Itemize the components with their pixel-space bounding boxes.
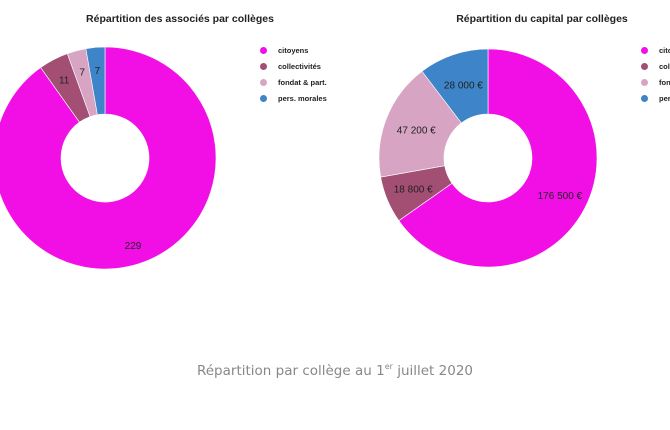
figure-caption: Répartition par collège au 1er juillet 2… xyxy=(0,362,670,379)
donut-slice-citoyens xyxy=(0,46,217,270)
legend-label-morales: pers. morales xyxy=(659,93,670,103)
legend-label-fondat: fondat & part. xyxy=(659,77,670,87)
legend-label-fondat: fondat & part. xyxy=(278,77,327,87)
legend-item-morales: pers. morales xyxy=(260,90,327,106)
data-label-morales: 7 xyxy=(95,66,101,77)
data-label-collectivites: 18 800 € xyxy=(394,185,433,196)
legend-swatch-morales xyxy=(641,94,648,102)
data-label-citoyens: 229 xyxy=(125,241,142,252)
legend-label-morales: pers. morales xyxy=(278,93,327,103)
legend-label-collectivites: collectivités xyxy=(278,61,321,71)
donut-slice-fondat xyxy=(378,70,462,178)
legend-swatch-morales xyxy=(260,94,267,102)
caption-text: Répartition par collège au 1 xyxy=(196,363,385,379)
legend-item-fondat: fondat & part. xyxy=(260,74,327,90)
data-label-morales: 28 000 € xyxy=(444,81,483,92)
legend-label-collectivites: collectivités xyxy=(659,61,670,71)
chart-title-capital: Répartition du capital par collèges xyxy=(456,13,628,25)
chart-title-associes: Répartition des associés par collèges xyxy=(86,13,274,25)
data-label-citoyens: 176 500 € xyxy=(538,191,583,202)
legend-item-collectivites: collectivités xyxy=(641,58,670,74)
legend-associes: citoyens collectivités fondat & part. pe… xyxy=(260,42,327,106)
legend-item-collectivites: collectivités xyxy=(260,58,327,74)
donut-slice-citoyens xyxy=(398,48,598,268)
legend-swatch-citoyens xyxy=(641,46,648,54)
legend-label-citoyens: citoyens xyxy=(659,45,670,55)
data-label-fondat: 47 200 € xyxy=(397,125,436,136)
donut-slice-morales xyxy=(421,48,489,124)
legend-swatch-collectivites xyxy=(260,62,267,70)
caption-date: juillet 2020 xyxy=(392,363,474,379)
legend-item-citoyens: citoyens xyxy=(260,42,327,58)
donut-slice-morales xyxy=(85,46,106,116)
legend-item-fondat: fondat & part. xyxy=(641,74,670,90)
legend-item-morales: pers. morales xyxy=(641,90,670,106)
legend-swatch-fondat xyxy=(260,78,267,86)
legend-item-citoyens: citoyens xyxy=(641,42,670,58)
legend-label-citoyens: citoyens xyxy=(278,45,309,55)
legend-swatch-fondat xyxy=(641,78,648,86)
legend-capital: citoyens collectivités fondat & part. pe… xyxy=(641,42,670,106)
data-label-fondat: 7 xyxy=(79,67,85,78)
legend-swatch-collectivites xyxy=(641,62,648,70)
legend-swatch-citoyens xyxy=(260,46,267,54)
data-label-collectivites: 11 xyxy=(59,76,70,87)
caption-superscript: er xyxy=(384,362,393,371)
